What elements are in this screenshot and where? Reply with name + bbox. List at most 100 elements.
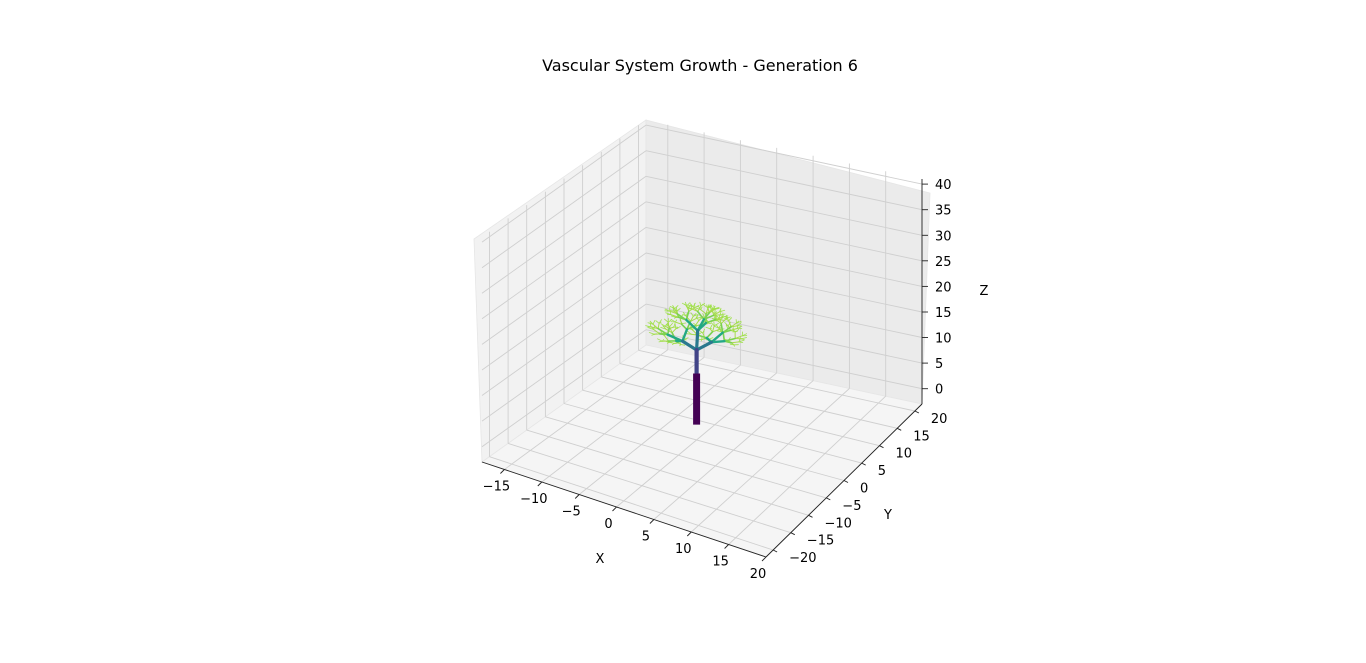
tree-branch	[681, 302, 688, 307]
tree-branch	[667, 321, 670, 329]
tree-branch	[725, 316, 731, 320]
grid-line-z	[481, 124, 647, 243]
tree-branch	[688, 307, 696, 312]
grid-line-z	[481, 150, 647, 269]
tree-branch	[734, 335, 743, 339]
tree-branch	[682, 311, 687, 317]
tree-branch	[668, 341, 675, 344]
grid-line-y	[563, 403, 845, 481]
tree-branch	[721, 326, 732, 334]
tree-branch	[690, 317, 697, 322]
tree-branch	[727, 321, 731, 327]
tree-branch	[679, 317, 683, 325]
tree-branch	[720, 322, 724, 334]
tree-branch	[699, 301, 702, 307]
tree-branch	[680, 323, 688, 331]
tree-branch	[705, 326, 711, 330]
y-tick	[843, 480, 849, 483]
y-tick-label: −15	[807, 534, 834, 549]
tree-branch	[720, 319, 725, 321]
tree-branch	[653, 329, 661, 335]
x-tick	[537, 481, 543, 487]
x-tick-label: 20	[750, 567, 767, 582]
tree-branch	[738, 339, 745, 343]
tree-branch	[648, 332, 655, 335]
tree-branch	[702, 313, 706, 319]
tree-branch	[728, 320, 732, 328]
tree-branch	[681, 322, 687, 324]
tree-branch	[674, 308, 678, 315]
y-tick-label: 5	[878, 464, 886, 479]
grid-line-y	[545, 416, 827, 499]
grid-line-y	[638, 349, 915, 412]
x-tick	[649, 519, 655, 524]
grid-line-z	[481, 175, 647, 294]
tree-branch	[722, 332, 726, 343]
y-tick-label: 20	[931, 412, 948, 427]
y-tick-label: 10	[896, 447, 913, 462]
tree-branch	[741, 337, 747, 340]
tree-branch	[685, 318, 699, 332]
x-tick-label: −5	[562, 505, 581, 520]
tree-branch	[647, 322, 654, 325]
x-tick-label: −15	[483, 480, 510, 495]
grid-line-z	[645, 278, 923, 338]
tree-branch	[667, 319, 672, 323]
tree-branch	[673, 322, 676, 328]
tree-branch	[686, 305, 690, 312]
tree-branch	[700, 309, 707, 315]
z-tick-label: 15	[935, 306, 952, 321]
grid-line-z	[481, 278, 647, 396]
tree-branch	[714, 313, 717, 320]
y-tick-label: 15	[913, 429, 930, 444]
tree-branch	[657, 322, 660, 330]
tree-branch	[705, 318, 717, 324]
tree-branch	[719, 309, 726, 313]
tree-branch	[690, 315, 694, 322]
tree-branch	[671, 328, 677, 334]
tree-branch	[675, 326, 681, 330]
tree-branch	[714, 309, 716, 315]
tree-branch	[670, 310, 675, 312]
tree-branch	[737, 322, 742, 327]
tree-branch	[720, 318, 727, 325]
x-tick-label: −10	[520, 492, 547, 507]
grid-line-z	[481, 201, 647, 320]
grid-line-y	[619, 363, 898, 429]
y-tick	[914, 410, 920, 414]
tree-branch	[687, 304, 692, 308]
tree-branch	[709, 324, 713, 330]
tree-branch	[675, 306, 678, 312]
tree-branch	[734, 328, 740, 333]
z-axis-label: Z	[980, 284, 989, 299]
grid-line-z	[481, 303, 647, 422]
tree-branch	[669, 322, 673, 328]
tree-branch	[710, 322, 715, 327]
tree-branch	[708, 308, 714, 314]
x-tick	[724, 544, 729, 549]
tree-branch	[685, 310, 690, 321]
tree-branch	[736, 320, 742, 324]
tree-branch	[692, 302, 696, 308]
y-axis-label: Y	[883, 508, 892, 523]
z-tick-label: 5	[935, 357, 943, 372]
tree-branch	[723, 337, 737, 343]
tree-branch	[705, 330, 714, 339]
tree-branch	[692, 314, 699, 317]
grid-line-z	[481, 227, 647, 345]
x-tick	[761, 556, 767, 562]
tree-branch	[677, 316, 688, 321]
y-tick	[772, 549, 778, 553]
tree-branch	[657, 338, 663, 342]
z-tick-label: 35	[935, 204, 952, 219]
tree-branch	[730, 325, 739, 328]
tree-branch	[741, 338, 745, 341]
tree-branch	[696, 321, 708, 332]
tree-branch	[712, 329, 720, 333]
tree-branch	[676, 308, 681, 312]
y-tick	[808, 514, 813, 518]
grid-line-z	[645, 150, 923, 211]
tree-branch	[664, 318, 669, 323]
x-tick	[612, 506, 617, 512]
tree-branch	[686, 302, 691, 307]
